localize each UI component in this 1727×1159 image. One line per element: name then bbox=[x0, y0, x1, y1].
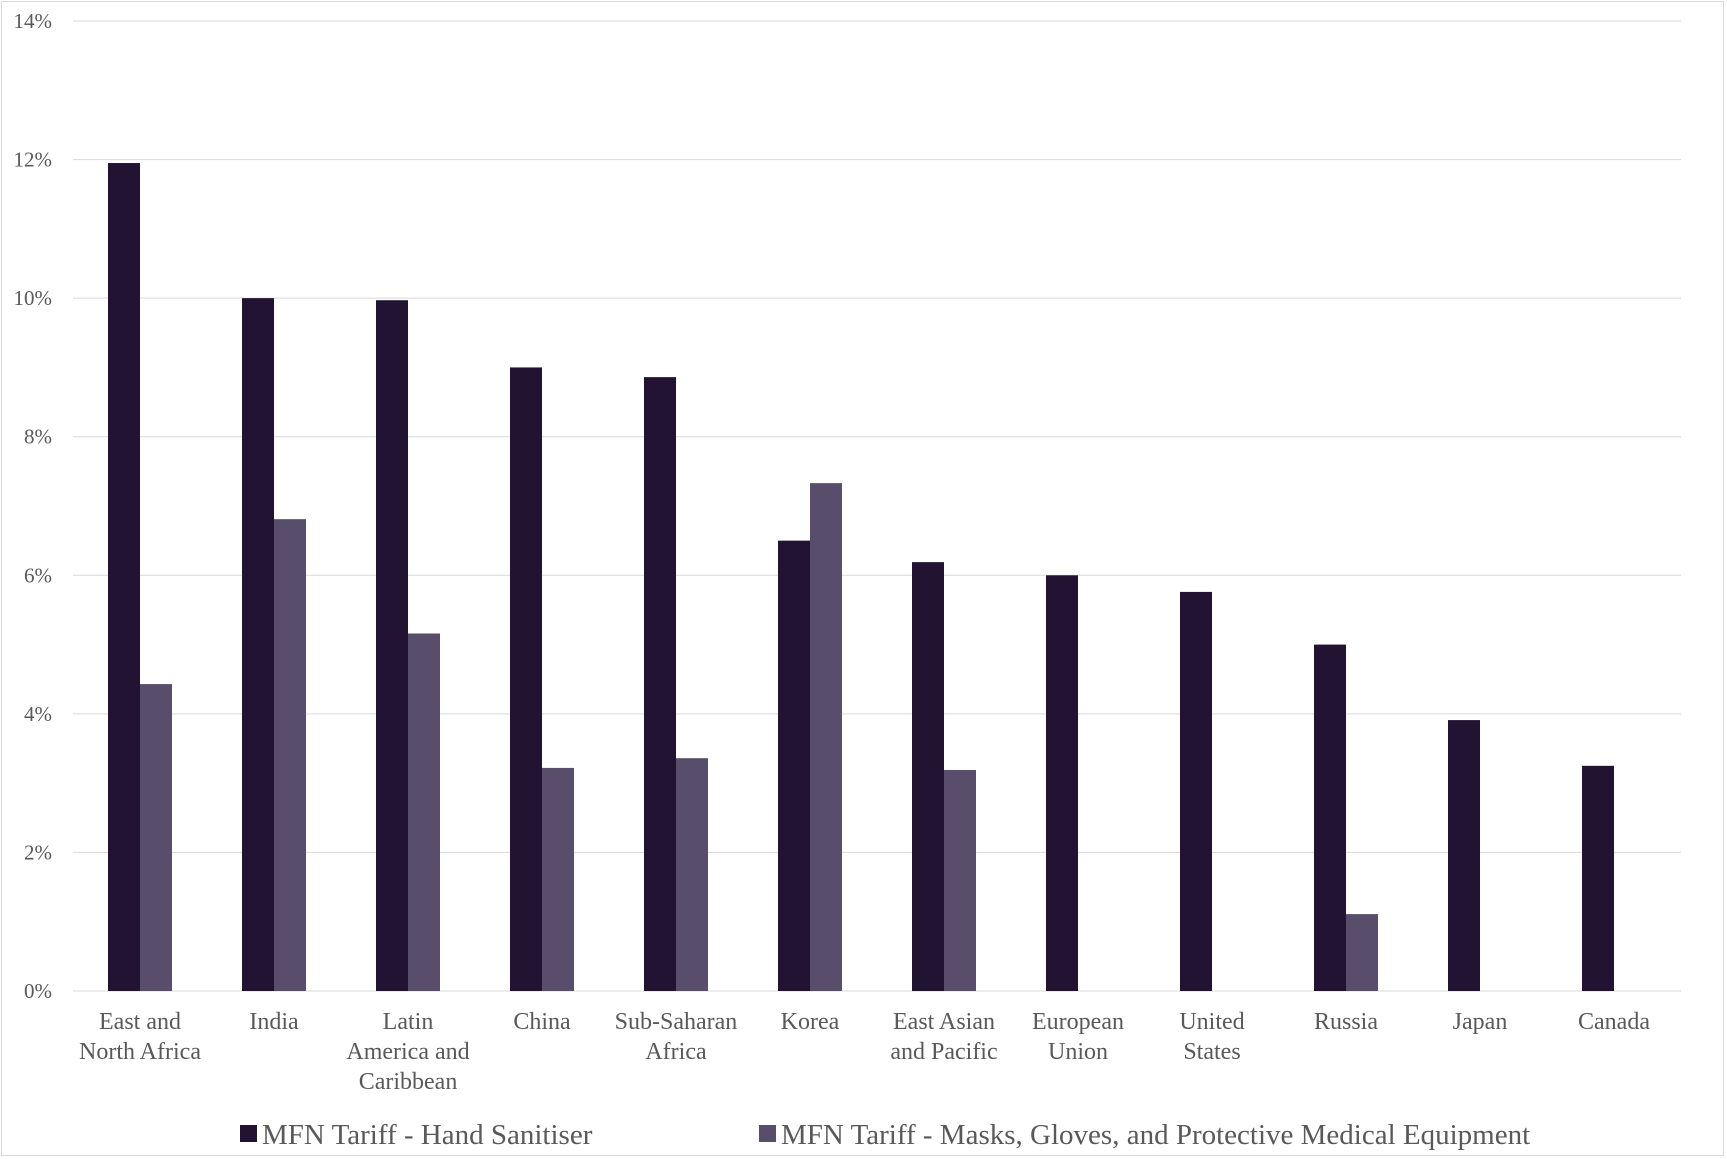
legend-swatch-2 bbox=[759, 1125, 776, 1142]
x-category-label: India bbox=[249, 1009, 299, 1035]
x-category-label: Africa bbox=[645, 1039, 707, 1065]
bar-series-1 bbox=[778, 540, 810, 991]
legend-label-2: MFN Tariff - Masks, Gloves, and Protecti… bbox=[781, 1119, 1530, 1151]
bar-series-1 bbox=[510, 367, 542, 991]
x-category-label: East and bbox=[99, 1009, 181, 1035]
y-tick-label: 14% bbox=[14, 9, 53, 33]
bar-series-1 bbox=[1448, 720, 1480, 991]
bar-series-1 bbox=[1314, 644, 1346, 991]
x-category-label: and Pacific bbox=[890, 1039, 997, 1065]
bar-series-1 bbox=[1582, 765, 1614, 991]
gridlines bbox=[73, 20, 1681, 992]
x-category-label: China bbox=[513, 1009, 571, 1035]
x-category-label: North Africa bbox=[79, 1039, 201, 1065]
x-category-label: Latin bbox=[383, 1009, 434, 1035]
bar-series-2 bbox=[140, 684, 172, 991]
x-category-label: States bbox=[1183, 1039, 1240, 1065]
y-tick-label: 10% bbox=[14, 286, 53, 310]
bar-series-1 bbox=[1046, 575, 1078, 991]
y-tick-label: 8% bbox=[24, 425, 52, 449]
bar-series-1 bbox=[912, 562, 944, 991]
bar-series-2 bbox=[274, 519, 306, 991]
legend-swatch-1 bbox=[240, 1125, 257, 1142]
x-category-label: European bbox=[1032, 1009, 1124, 1035]
x-category-label: United bbox=[1179, 1009, 1244, 1035]
bar-series-2 bbox=[676, 758, 708, 991]
x-category-label: Russia bbox=[1314, 1009, 1378, 1035]
bar-series-2 bbox=[1346, 914, 1378, 991]
legend: MFN Tariff - Hand Sanitiser MFN Tariff - … bbox=[240, 1119, 1530, 1151]
x-category-label: Caribbean bbox=[359, 1069, 458, 1095]
bar-series-1 bbox=[376, 300, 408, 991]
y-tick-label: 6% bbox=[24, 563, 52, 587]
x-axis-categories: East and North Africa India Latin America an… bbox=[79, 1009, 1650, 1095]
bar-series-1 bbox=[1180, 591, 1212, 991]
bar-series-1 bbox=[242, 298, 274, 992]
x-category-label: East Asian bbox=[893, 1009, 995, 1035]
bar-series-2 bbox=[408, 633, 440, 991]
x-category-label: Korea bbox=[781, 1009, 840, 1035]
x-category-label: Sub-Saharan bbox=[615, 1009, 738, 1035]
y-tick-label: 4% bbox=[24, 702, 52, 726]
y-axis-ticks: 0% 2% 4% 6% 8% 10% 12% 14% bbox=[14, 9, 53, 1003]
x-category-label: Japan bbox=[1453, 1009, 1508, 1035]
y-tick-label: 12% bbox=[14, 148, 53, 172]
bar-series-1 bbox=[644, 377, 676, 992]
bar-series-2 bbox=[810, 483, 842, 991]
bar-series-2 bbox=[944, 769, 976, 991]
y-tick-label: 0% bbox=[24, 979, 52, 1003]
bar-series-2 bbox=[542, 767, 574, 991]
y-tick-label: 2% bbox=[24, 840, 52, 864]
bars bbox=[108, 163, 1614, 992]
legend-label-1: MFN Tariff - Hand Sanitiser bbox=[262, 1119, 593, 1151]
bar-series-1 bbox=[108, 163, 140, 992]
x-category-label: America and bbox=[346, 1039, 469, 1065]
x-category-label: Canada bbox=[1578, 1009, 1650, 1035]
x-category-label: Union bbox=[1048, 1039, 1108, 1065]
